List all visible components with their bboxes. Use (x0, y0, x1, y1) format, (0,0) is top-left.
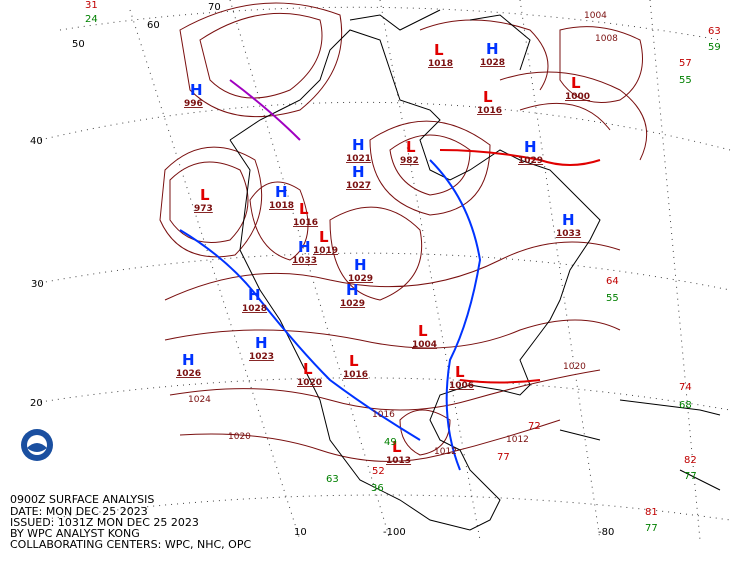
pressure-value: 1016 (293, 218, 318, 228)
station-value: 55 (606, 293, 619, 304)
station-value: 64 (606, 276, 619, 287)
grid-label: 20 (30, 398, 43, 409)
station-value: 49 (384, 437, 397, 448)
pressure-value: 1020 (297, 378, 322, 388)
caption-line: COLLABORATING CENTERS: WPC, NHC, OPC (10, 538, 251, 551)
coastline (229, 9, 721, 531)
high-marker: H (346, 281, 359, 299)
caption-line: BY WPC ANALYST KONG (10, 527, 140, 540)
station-value: 36 (371, 483, 384, 494)
isobar-label: 1012 (434, 447, 457, 457)
isobars (159, 2, 648, 462)
pressure-value: 1006 (449, 381, 474, 391)
station-value: 63 (326, 474, 339, 485)
pressure-value: 973 (194, 204, 213, 214)
isobar-label: 1024 (188, 395, 211, 405)
station-value: 72 (528, 421, 541, 432)
station-value: 68 (679, 400, 692, 411)
station-value: 82 (684, 455, 697, 466)
station-value: 24 (85, 14, 98, 25)
fronts (179, 79, 601, 471)
pressure-value: 1000 (565, 92, 590, 102)
isobar-label: 1020 (563, 362, 586, 372)
grid-label: 70 (208, 2, 221, 13)
pressure-value: 996 (184, 99, 203, 109)
pressure-value: 1023 (249, 352, 274, 362)
pressure-value: 1026 (176, 369, 201, 379)
station-value: 59 (708, 42, 721, 53)
pressure-value: 1029 (348, 274, 373, 284)
low-marker: L (571, 74, 581, 92)
high-marker: H (190, 81, 203, 99)
high-marker: H (486, 40, 499, 58)
pressure-value: 982 (400, 156, 419, 166)
caption-line: DATE: MON DEC 25 2023 (10, 505, 148, 518)
isobar-label: 1008 (595, 34, 618, 44)
station-value: 31 (85, 0, 98, 11)
pressure-value: 1027 (346, 181, 371, 191)
station-value: 77 (497, 452, 510, 463)
caption-line: ISSUED: 1031Z MON DEC 25 2023 (10, 516, 199, 529)
pressure-value: 1016 (343, 370, 368, 380)
station-value: 77 (684, 471, 697, 482)
low-marker: L (349, 352, 359, 370)
pressure-value: 1029 (340, 299, 365, 309)
grid-label: -100 (383, 527, 406, 538)
pressure-value: 1029 (518, 156, 543, 166)
noaa-logo (21, 429, 53, 461)
low-marker: L (434, 41, 444, 59)
station-value: 63 (708, 26, 721, 37)
pressure-value: 1028 (242, 304, 267, 314)
grid-label: 30 (31, 279, 44, 290)
station-value: 74 (679, 382, 692, 393)
pressure-value: 1004 (412, 340, 437, 350)
grid-label: 50 (72, 39, 85, 50)
station-value: 81 (645, 507, 658, 518)
low-marker: L (455, 363, 465, 381)
pressure-value: 1028 (480, 58, 505, 68)
pressure-value: 1021 (346, 154, 371, 164)
station-value: 77 (645, 523, 658, 534)
station-value: 55 (679, 75, 692, 86)
isobar-label: 1020 (228, 432, 251, 442)
high-marker: H (562, 211, 575, 229)
high-marker: H (524, 138, 537, 156)
low-marker: L (406, 138, 416, 156)
high-marker: H (352, 163, 365, 181)
pressure-value: 1018 (269, 201, 294, 211)
grid-label: 40 (30, 136, 43, 147)
caption-line: 0900Z SURFACE ANALYSIS (10, 493, 154, 506)
high-marker: H (298, 238, 311, 256)
pressure-value: 1018 (428, 59, 453, 69)
low-marker: L (303, 360, 313, 378)
low-marker: L (483, 88, 493, 106)
high-marker: H (255, 334, 268, 352)
grid-label: 60 (147, 20, 160, 31)
station-value: 52 (372, 466, 385, 477)
grid-label: 10 (294, 527, 307, 538)
pressure-value: 1033 (556, 229, 581, 239)
pressure-value: 1033 (292, 256, 317, 266)
isobar-label: 1012 (506, 435, 529, 445)
low-marker: L (418, 322, 428, 340)
pressure-value: 1013 (386, 456, 411, 466)
high-marker: H (182, 351, 195, 369)
grid-label: -80 (598, 527, 614, 538)
high-marker: H (352, 136, 365, 154)
high-marker: H (354, 256, 367, 274)
high-marker: H (275, 183, 288, 201)
station-value: 57 (679, 58, 692, 69)
pressure-value: 1016 (477, 106, 502, 116)
low-marker: L (392, 438, 402, 456)
low-marker: L (319, 228, 329, 246)
high-marker: H (248, 286, 261, 304)
low-marker: L (299, 200, 309, 218)
pressure-value: 1019 (313, 246, 338, 256)
isobar-label: 1004 (584, 11, 607, 21)
isobar-label: 1016 (372, 410, 395, 420)
low-marker: L (200, 186, 210, 204)
